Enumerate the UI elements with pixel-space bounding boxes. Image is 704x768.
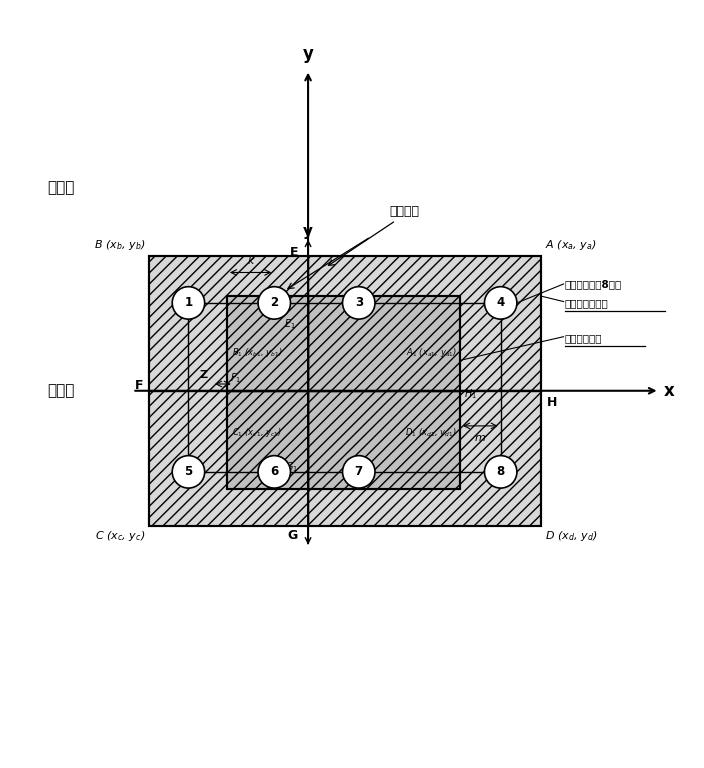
Text: E$_1$: E$_1$ <box>284 318 296 332</box>
Circle shape <box>484 455 517 488</box>
Text: 准备位: 准备位 <box>48 180 75 196</box>
Text: 1: 1 <box>184 296 192 310</box>
Text: 堆垠拍打器（8个）: 堆垠拍打器（8个） <box>565 279 622 289</box>
Text: G$_1$: G$_1$ <box>284 460 298 474</box>
Circle shape <box>258 286 291 319</box>
Text: y: y <box>303 45 313 63</box>
Text: x: x <box>665 382 675 400</box>
Text: 5: 5 <box>184 465 193 478</box>
Text: E: E <box>289 246 298 259</box>
Circle shape <box>258 455 291 488</box>
Text: 堆垠小车: 堆垠小车 <box>389 205 419 218</box>
Text: 2: 2 <box>270 296 278 310</box>
Text: 3: 3 <box>355 296 363 310</box>
Text: Z: Z <box>200 370 208 380</box>
Text: y: y <box>303 223 313 239</box>
Bar <box>149 256 541 526</box>
Text: 8: 8 <box>496 465 505 478</box>
Text: k: k <box>247 256 254 266</box>
Text: G: G <box>288 529 298 542</box>
Text: 4: 4 <box>496 296 505 310</box>
Text: D (x$_d$, y$_d$): D (x$_d$, y$_d$) <box>545 529 597 543</box>
Text: F$_1$: F$_1$ <box>230 372 241 386</box>
Text: 7: 7 <box>355 465 363 478</box>
Bar <box>227 296 460 488</box>
Text: m: m <box>475 432 486 442</box>
Text: A$_1$ (x$_{a1}$, y$_{a1}$): A$_1$ (x$_{a1}$, y$_{a1}$) <box>406 346 457 359</box>
Text: C (x$_c$, y$_c$): C (x$_c$, y$_c$) <box>96 529 146 543</box>
Text: B (x$_b$, y$_b$): B (x$_b$, y$_b$) <box>94 238 146 252</box>
Text: C$_1$ (x$_{c1}$, y$_{c1}$): C$_1$ (x$_{c1}$, y$_{c1}$) <box>232 426 282 439</box>
Bar <box>227 296 460 488</box>
Circle shape <box>172 286 205 319</box>
Text: D$_1$ (x$_{d1}$, y$_{d1}$): D$_1$ (x$_{d1}$, y$_{d1}$) <box>405 426 457 439</box>
Text: 卷材存放托盘: 卷材存放托盘 <box>565 333 603 343</box>
Text: H: H <box>546 396 557 409</box>
Text: H$_1$: H$_1$ <box>463 387 477 401</box>
Circle shape <box>484 286 517 319</box>
Bar <box>149 256 541 526</box>
Circle shape <box>172 455 205 488</box>
Text: F: F <box>135 379 144 392</box>
Text: 工作位: 工作位 <box>48 383 75 399</box>
Text: 堆垠拍打器范围: 堆垠拍打器范围 <box>565 298 609 308</box>
Circle shape <box>343 455 375 488</box>
Text: A (x$_a$, y$_a$): A (x$_a$, y$_a$) <box>545 238 596 252</box>
Text: B$_1$ (x$_{b1}$, y$_{b1}$): B$_1$ (x$_{b1}$, y$_{b1}$) <box>232 346 283 359</box>
Circle shape <box>343 286 375 319</box>
Text: 6: 6 <box>270 465 278 478</box>
